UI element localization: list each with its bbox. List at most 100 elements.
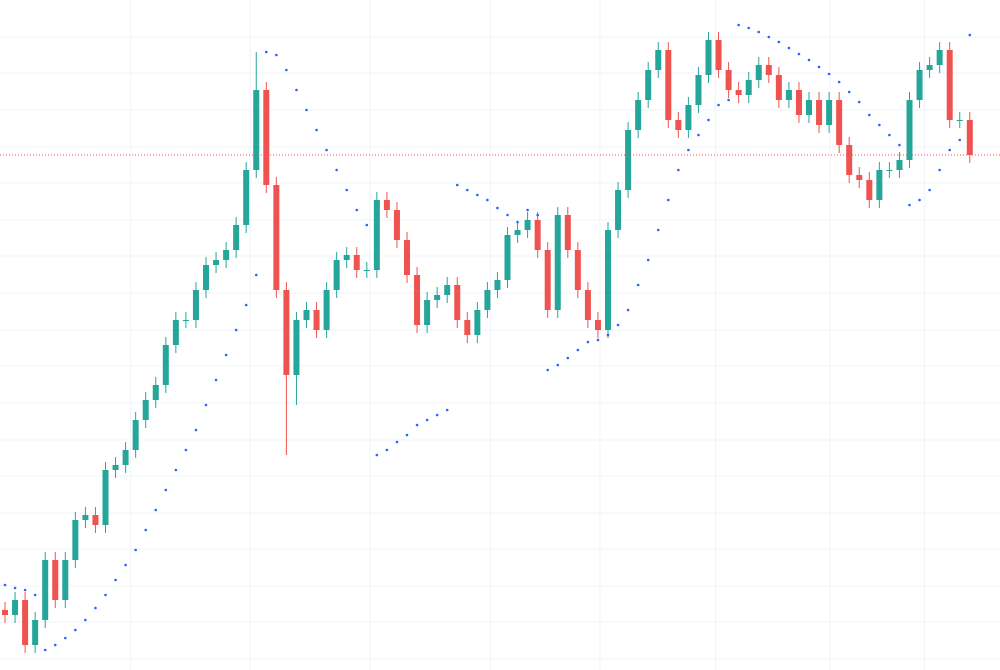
candle-body (52, 560, 59, 600)
candle-body (323, 290, 330, 330)
candle-body (635, 100, 642, 130)
sar-dot (84, 618, 87, 622)
candle-body (393, 210, 400, 240)
sar-dot (33, 593, 37, 597)
sar-dot (857, 100, 861, 104)
sar-dot (375, 453, 379, 457)
candle-body (524, 220, 531, 230)
candle-body (263, 90, 270, 185)
sar-dot (174, 468, 178, 472)
sar-dot (295, 88, 298, 92)
candle-body (273, 185, 280, 290)
sar-dot (64, 636, 67, 640)
sar-dot (827, 72, 831, 76)
candle-body (213, 260, 220, 265)
candle-body (896, 160, 903, 170)
sar-dot (506, 213, 509, 217)
candle-body (203, 265, 209, 290)
candle-body (92, 515, 99, 525)
candle-body (816, 100, 823, 125)
sar-dot (94, 606, 97, 610)
candle-body (645, 70, 652, 100)
candle-body (866, 180, 873, 200)
candle-body (122, 450, 129, 465)
sar-dot (576, 348, 580, 352)
candle-body (806, 100, 812, 115)
sar-dot (737, 23, 740, 27)
candle-body (765, 65, 772, 75)
candle-body (916, 70, 923, 100)
sar-dot (265, 50, 268, 54)
candle-body (886, 170, 893, 171)
sar-dot (184, 448, 188, 452)
candle-body (283, 290, 290, 375)
sar-dot (546, 368, 549, 372)
sar-dot (757, 30, 761, 34)
candle-body (22, 600, 29, 645)
candle-body (574, 250, 581, 290)
candle-body (162, 345, 169, 385)
candle-body (32, 620, 39, 645)
candle-body (313, 310, 320, 330)
sar-dot (586, 340, 590, 344)
candle-body (112, 465, 119, 470)
sar-dot (53, 643, 57, 647)
sar-dot (747, 26, 750, 30)
sar-dot (667, 198, 670, 202)
candle-body (605, 230, 611, 330)
sar-dot (908, 203, 911, 207)
sar-dot (234, 328, 238, 332)
sar-dot (918, 198, 921, 202)
candle-body (615, 190, 622, 230)
sar-dot (365, 223, 369, 227)
candle-body (966, 120, 973, 155)
sar-dot (74, 628, 77, 632)
candle-body (373, 200, 380, 270)
sar-dot (687, 148, 690, 152)
candle-body (383, 200, 390, 210)
candle-body (675, 120, 682, 130)
candle-body (514, 230, 521, 235)
candle-body (233, 225, 240, 250)
sar-dot (847, 90, 851, 94)
candle-body (504, 235, 511, 280)
sar-dot (134, 548, 137, 552)
sar-dot (727, 98, 730, 102)
candle-body (665, 50, 672, 120)
sar-dot (275, 53, 278, 57)
sar-dot (23, 588, 27, 592)
candle-body (564, 215, 571, 250)
sar-dot (395, 440, 399, 444)
candle-body (695, 75, 702, 105)
sar-dot (43, 648, 47, 652)
candle-body (755, 65, 762, 80)
candle-body (584, 290, 591, 320)
sar-dot (124, 563, 127, 567)
candle-body (484, 290, 491, 310)
candle-body (464, 320, 471, 335)
candle-body (775, 75, 782, 100)
sar-dot (144, 528, 147, 532)
candle-body (343, 255, 350, 260)
candle-body (62, 560, 69, 600)
candle-body (655, 50, 662, 70)
candle-body (404, 240, 410, 275)
sar-dot (717, 103, 720, 107)
candle-body (846, 145, 853, 175)
sar-dot (566, 356, 570, 360)
sar-dot (244, 303, 248, 307)
sar-dot (435, 413, 439, 417)
sar-dot (606, 333, 610, 337)
sar-dot (837, 80, 841, 84)
sar-dot (928, 188, 931, 192)
sar-dot (656, 228, 660, 232)
sar-dot (355, 208, 359, 212)
candle-body (826, 100, 833, 125)
candle-body (625, 130, 632, 190)
sar-dot (445, 408, 449, 412)
sar-dot (677, 168, 680, 172)
sar-dot (526, 208, 529, 212)
sar-dot (425, 418, 429, 422)
